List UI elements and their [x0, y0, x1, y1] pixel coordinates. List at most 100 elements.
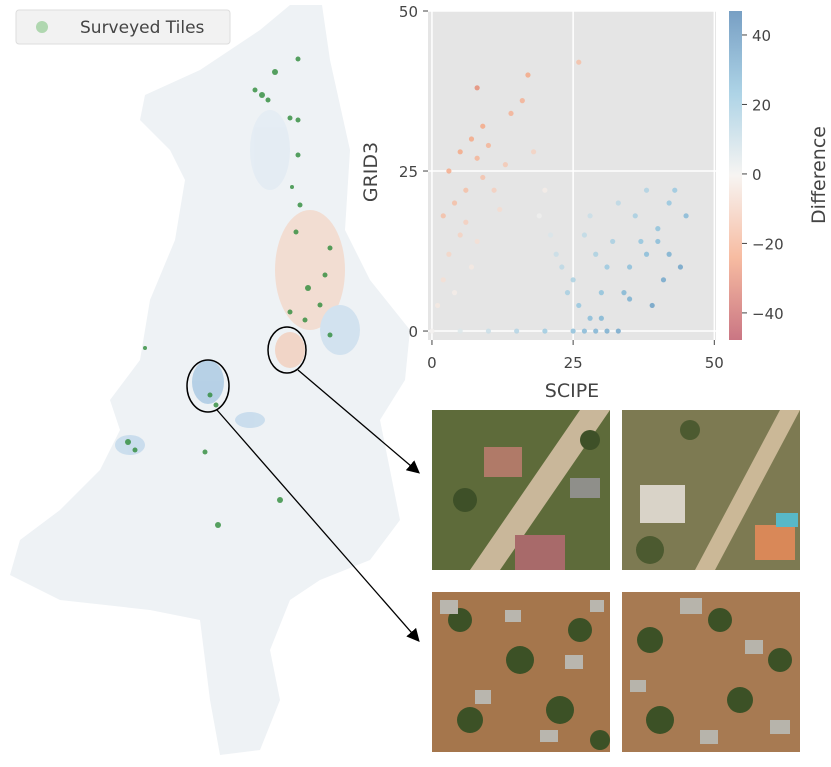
point [604, 264, 610, 270]
point [457, 232, 463, 238]
point [593, 251, 599, 257]
point [440, 213, 446, 219]
x-tick-label: 25 [564, 354, 583, 372]
y-axis-label: GRID3 [360, 142, 382, 202]
point [672, 187, 678, 193]
y-tick-label: 0 [408, 323, 418, 341]
point [485, 328, 492, 334]
point [564, 290, 571, 296]
point [468, 264, 475, 270]
point [655, 226, 661, 232]
point [643, 187, 650, 193]
point [491, 187, 497, 193]
x-tick-label: 0 [427, 354, 437, 372]
satellite-image [432, 592, 610, 752]
point [547, 232, 554, 238]
point [457, 328, 463, 334]
point [627, 296, 633, 302]
point [480, 174, 486, 181]
point [576, 59, 582, 65]
point [666, 200, 672, 206]
point [468, 136, 475, 142]
colorbar [729, 11, 742, 340]
point [655, 238, 661, 245]
point [451, 290, 458, 296]
point [649, 302, 655, 309]
point [474, 155, 480, 161]
point [463, 219, 469, 225]
legend-label: Surveyed Tiles [80, 18, 205, 38]
point [429, 328, 435, 334]
point [451, 200, 458, 206]
y-tick-label: 25 [399, 163, 418, 181]
point [570, 277, 576, 283]
point [570, 328, 576, 334]
point [559, 264, 565, 270]
point [446, 251, 452, 257]
point [514, 328, 520, 334]
arrow [297, 369, 420, 474]
legend-box [15, 9, 231, 45]
highlight-circle [186, 359, 230, 413]
colorbar-label: Difference [808, 126, 830, 224]
point [581, 232, 588, 238]
satellite-image [622, 410, 800, 570]
point [502, 162, 508, 168]
y-tick-label: 50 [399, 3, 418, 21]
point [627, 264, 633, 270]
point [632, 213, 638, 219]
point [525, 72, 531, 78]
legend-marker [36, 21, 48, 33]
highlight-circle [267, 326, 307, 374]
surveyed-tiles [125, 56, 333, 528]
point [587, 315, 593, 321]
point [553, 251, 559, 257]
point [587, 213, 593, 219]
point [497, 206, 503, 213]
point [542, 328, 548, 334]
point [474, 238, 480, 245]
point [480, 123, 486, 129]
point [638, 238, 644, 245]
point [598, 315, 604, 321]
point [508, 110, 514, 117]
point [660, 277, 667, 283]
colorbar-tick-label: 0 [752, 166, 762, 184]
arrow [216, 409, 420, 642]
point [446, 168, 452, 174]
plot-background [428, 11, 716, 340]
point [519, 98, 525, 104]
x-tick-label: 50 [705, 354, 724, 372]
point [435, 302, 441, 309]
colorbar-tick-label: 20 [752, 96, 771, 114]
point [683, 213, 689, 219]
satellite-image [622, 592, 800, 752]
point [485, 142, 492, 149]
map-patches [115, 110, 360, 455]
point [610, 238, 616, 245]
colorbar-tick-label: 40 [752, 27, 771, 45]
x-axis-label: SCIPE [545, 380, 599, 402]
point [598, 290, 604, 296]
point [440, 277, 446, 283]
point [615, 328, 621, 334]
point [643, 251, 650, 257]
colorbar-tick-label: −20 [752, 235, 784, 253]
point [457, 149, 463, 155]
satellite-image [432, 410, 610, 570]
point [536, 213, 542, 219]
point [677, 264, 684, 270]
point [474, 85, 480, 91]
point [593, 328, 599, 334]
point [531, 149, 537, 155]
point [604, 328, 610, 334]
point [666, 251, 672, 257]
colorbar-tick-label: −40 [752, 305, 784, 323]
point [581, 328, 588, 334]
point [463, 187, 469, 193]
point [576, 302, 582, 309]
point [542, 187, 548, 193]
point [621, 290, 627, 296]
point [615, 200, 621, 206]
